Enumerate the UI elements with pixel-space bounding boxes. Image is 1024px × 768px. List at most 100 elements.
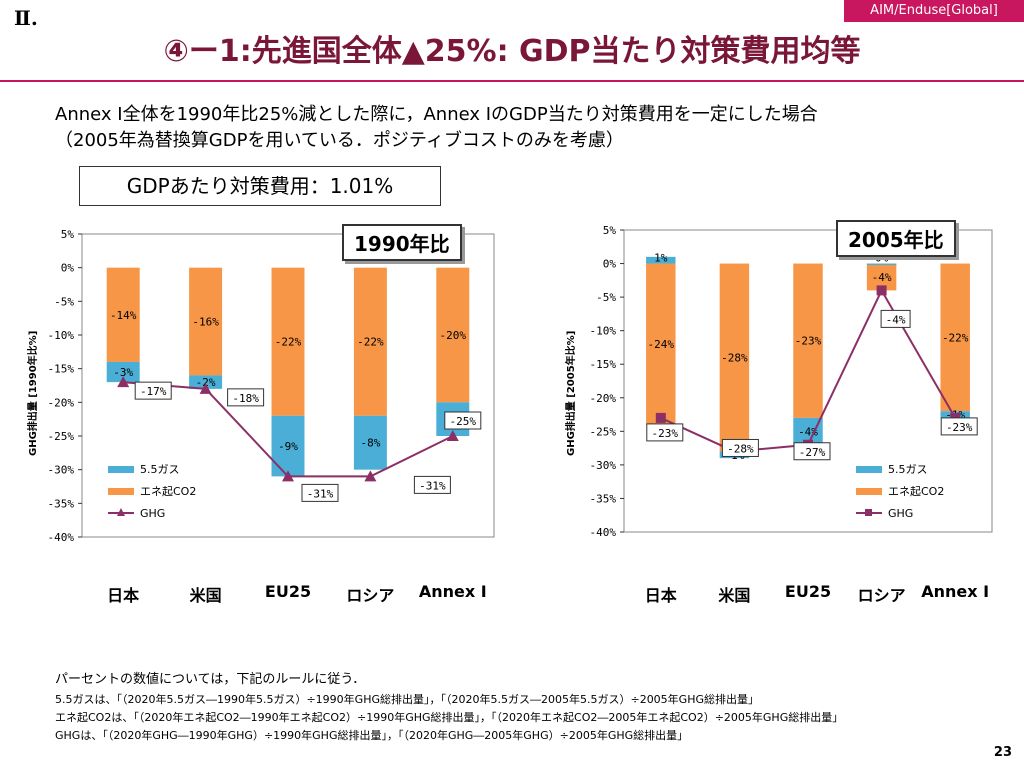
data-label-ghg: -28% [727,442,754,455]
data-label-co2: -23% [795,335,822,348]
ghg-point [876,285,887,296]
y-tick-label: -35% [590,492,617,505]
y-tick-label: 5% [61,228,75,241]
data-label-gas: -9% [278,440,298,453]
data-label-ghg: -31% [307,487,334,500]
y-tick-label: 5% [603,224,617,237]
legend-item-ghg: GHG [108,502,196,524]
gas-swatch [108,465,134,473]
data-label-co2: -28% [721,352,748,365]
description-line-1: Annex I全体を1990年比25%減とした際に，Annex IのGDP当たり… [55,104,818,125]
footnote-ghg: GHGは、「（2020年GHG―1990年GHG）÷1990年GHG総排出量」，… [55,729,689,742]
y-tick-label: -25% [590,425,617,438]
category-label: 日本 [107,586,140,605]
category-label: ロシア [857,586,906,605]
data-label-gas: -8% [360,437,380,450]
bar-gas [866,263,897,266]
category-label: Annex I [921,582,990,601]
bar-energy-co2 [106,267,140,362]
ghg-point [199,382,212,394]
y-tick-label: -15% [48,363,75,376]
y-tick-label: -35% [48,497,75,510]
y-tick-label: -40% [48,531,75,544]
y-tick-label: 0% [61,262,75,275]
data-label-ghg: -23% [652,427,679,440]
footnote-co2: エネ起CO2は、「（2020年エネ起CO2―1990年エネ起CO2）÷1990年… [55,711,844,724]
data-label-co2: -22% [357,336,384,349]
data-label-co2: -22% [942,331,969,344]
bar-energy-co2 [271,267,305,416]
ghg-point [446,430,459,441]
y-tick-label: -5% [54,295,74,308]
data-label-co2: -14% [110,309,137,322]
category-label: 米国 [718,586,751,605]
slide-title: ④ー1:先進国全体▲25%: GDP当たり対策費用均等 [163,34,861,69]
y-tick-label: 0% [603,258,617,271]
chart-2005: GHG排出量 [2005年比%] 5% 0% -5% -10% -15% -20% -25%… [540,216,1020,576]
legend-item-co2: エネ起CO2 [108,480,196,502]
bar-gas [106,361,140,383]
bar-gas [189,375,223,389]
chart-1990-plot: 5% 0% -5% -10% -15% -20% -25% -30% -35% -40% -14% -… [48,228,495,544]
legend-label-co2: エネ起CO2 [140,485,197,498]
y-tick-label: -15% [590,358,617,371]
plot-area [81,233,495,538]
legend: 5.5ガス エネ起CO2 GHG [856,458,944,524]
chart-2005-plot: 5% 0% -5% -10% -15% -20% -25% -30% -35% -40% -24% 1… [590,224,993,539]
bar-energy-co2 [353,267,387,416]
bar-energy-co2 [793,263,823,418]
category-label: 日本 [644,586,677,605]
data-label-ghg: -18% [232,392,259,405]
category-label: 米国 [189,586,222,605]
data-label-ghg: -27% [799,446,826,459]
ghg-point [364,470,377,482]
data-label-co2: -20% [440,329,467,342]
ghg-label-box [940,417,978,436]
bar-energy-co2 [940,263,970,412]
footnote-intro: パーセントの数値については，下記のルールに従う． [55,672,366,687]
data-label-co2: -4% [872,271,892,284]
data-label-ghg: -17% [140,385,167,398]
co2-swatch [108,487,134,495]
y-tick-label: -20% [48,396,75,409]
data-label-gas: -2% [196,376,216,389]
ghg-label-box [413,475,451,494]
title-divider [0,80,1024,82]
data-label-co2: -24% [648,338,675,351]
y-tick-label: -20% [590,392,617,405]
y-tick-label: -10% [590,325,617,338]
bar-energy-co2 [646,263,676,425]
ghg-label-box [646,423,684,442]
legend-item-gas: 5.5ガス [108,458,196,480]
data-label-ghg: -25% [450,415,477,428]
gas-swatch [856,465,882,473]
legend-label-ghg: GHG [888,506,914,520]
legend-item-ghg: GHG [856,502,944,524]
ghg-label-box [721,438,759,457]
y-tick-label: -5% [596,291,616,304]
ghg-label-box [444,411,482,430]
y-tick-label: -30% [48,464,75,477]
plot-area [623,229,993,533]
ghg-point [655,412,666,423]
description-line-2: （2005年為替換算GDPを用いている．ポジティブコストのみを考慮） [55,130,624,151]
data-label-ghg: -4% [886,313,906,326]
page-number: 23 [993,745,1012,760]
co2-swatch [856,487,882,495]
source-tag: AIM/Enduse[Global] [844,0,1024,22]
ghg-triangle-marker-icon [108,508,134,518]
data-label-co2: -22% [275,336,302,349]
bar-energy-co2 [436,267,470,403]
panel-label-2005: 2005年比 [836,220,956,257]
data-label-co2: -16% [192,316,219,329]
legend-label-gas: 5.5ガス [888,463,928,476]
ghg-label-box [227,388,265,407]
data-label-ghg: -31% [419,479,446,492]
category-label: Annex I [418,582,487,601]
data-label-ghg: -23% [946,421,973,434]
section-number: Ⅱ. [14,6,38,30]
ghg-label-box [880,309,911,328]
bar-energy-co2 [719,263,750,452]
cost-summary-box: GDPあたり対策費用：1.01% [79,166,441,206]
panel-label-1990: 1990年比 [342,224,462,261]
